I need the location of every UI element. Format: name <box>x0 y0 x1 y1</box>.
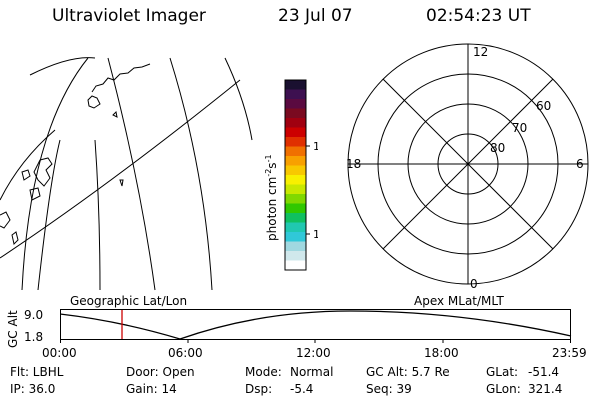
colorbar: 100 10 photon cm-2s-1 <box>264 79 318 271</box>
app-title: Ultraviolet Imager <box>52 6 206 26</box>
colorbar-cell <box>285 213 306 223</box>
colorbar-cell <box>285 89 306 100</box>
seq-info: Seq: 39 <box>366 382 412 396</box>
gc-alt-axis-label: GC Alt <box>6 310 20 348</box>
glon-label: GLon: <box>486 382 521 396</box>
colorbar-scale <box>285 80 306 271</box>
time-label: 02:54:23 UT <box>426 6 531 26</box>
colorbar-cell <box>285 175 306 185</box>
colorbar-cell <box>285 127 306 138</box>
xtick-label: 06:00 <box>168 346 203 360</box>
ytick-low: 1.8 <box>24 330 44 344</box>
altitude-curve <box>60 310 572 340</box>
xtick-label: 23:59 <box>552 346 587 360</box>
door-info: Door: Open <box>126 365 195 379</box>
longitude-line <box>21 57 89 291</box>
timeline-frame <box>60 309 571 340</box>
polar-diagonal <box>382 78 554 250</box>
colorbar-cell <box>285 108 306 119</box>
colorbar-cell <box>285 194 306 204</box>
latitude-line <box>29 57 96 76</box>
altitude-timeline <box>60 309 572 343</box>
mlt-label-18: 18 <box>346 157 361 171</box>
xtick-label: 18:00 <box>424 346 459 360</box>
lat-label-60: 60 <box>536 99 551 113</box>
apex-label: Apex MLat/MLT <box>414 294 504 308</box>
gc-alt-info: GC Alt: 5.7 Re <box>366 365 450 379</box>
longitude-line <box>169 57 213 291</box>
geographic-label: Geographic Lat/Lon <box>70 294 188 308</box>
date-label: 23 Jul 07 <box>278 6 353 26</box>
colorbar-cell <box>285 118 306 128</box>
mode-value: Normal <box>290 365 334 379</box>
colorbar-unit-label: photon cm-2s-1 <box>264 154 279 241</box>
glon-value: 321.4 <box>528 382 563 396</box>
longitude-line <box>224 57 253 141</box>
lat-label-70: 70 <box>512 121 527 135</box>
mlt-label-12: 12 <box>473 45 488 59</box>
dsp-label: Dsp: <box>245 382 273 396</box>
ip-info: IP: 36.0 <box>10 382 56 396</box>
mode-label: Mode: <box>245 365 282 379</box>
dsp-value: -5.4 <box>290 382 314 396</box>
ytick-high: 9.0 <box>24 308 44 322</box>
colorbar-cell <box>285 137 306 147</box>
polar-plot: 12 18 6 0 60 70 80 <box>346 43 589 291</box>
lat-label-80: 80 <box>490 141 505 155</box>
colorbar-tick-100: 100 <box>313 140 318 153</box>
gain-info: Gain: 14 <box>126 382 177 396</box>
colorbar-cell <box>285 203 306 214</box>
mlt-label-0: 0 <box>470 277 478 291</box>
longitude-line <box>107 57 156 291</box>
mlt-label-6: 6 <box>576 157 584 171</box>
latitude-line <box>0 129 56 201</box>
geographic-map <box>0 57 253 291</box>
latitude-line <box>0 79 241 259</box>
xtick-label: 00:00 <box>42 346 77 360</box>
colorbar-cell <box>285 251 306 261</box>
colorbar-tick-10: 10 <box>313 228 318 241</box>
colorbar-cell <box>285 260 306 271</box>
colorbar-cell <box>285 232 306 242</box>
colorbar-cell <box>285 222 306 233</box>
colorbar-cell <box>285 184 306 195</box>
colorbar-cell <box>285 146 306 157</box>
longitude-line <box>94 139 101 291</box>
xtick-label: 12:00 <box>296 346 331 360</box>
glat-label: GLat: <box>486 365 519 379</box>
glat-value: -51.4 <box>528 365 560 379</box>
colorbar-cell <box>285 80 306 90</box>
filter-info: Flt: LBHL <box>10 365 64 379</box>
colorbar-cell <box>285 165 306 176</box>
colorbar-cell <box>285 241 306 252</box>
longitude-line <box>37 139 61 291</box>
colorbar-frame <box>284 79 307 271</box>
colorbar-cell <box>285 156 306 166</box>
coastline <box>0 63 151 245</box>
colorbar-cell <box>285 99 306 109</box>
